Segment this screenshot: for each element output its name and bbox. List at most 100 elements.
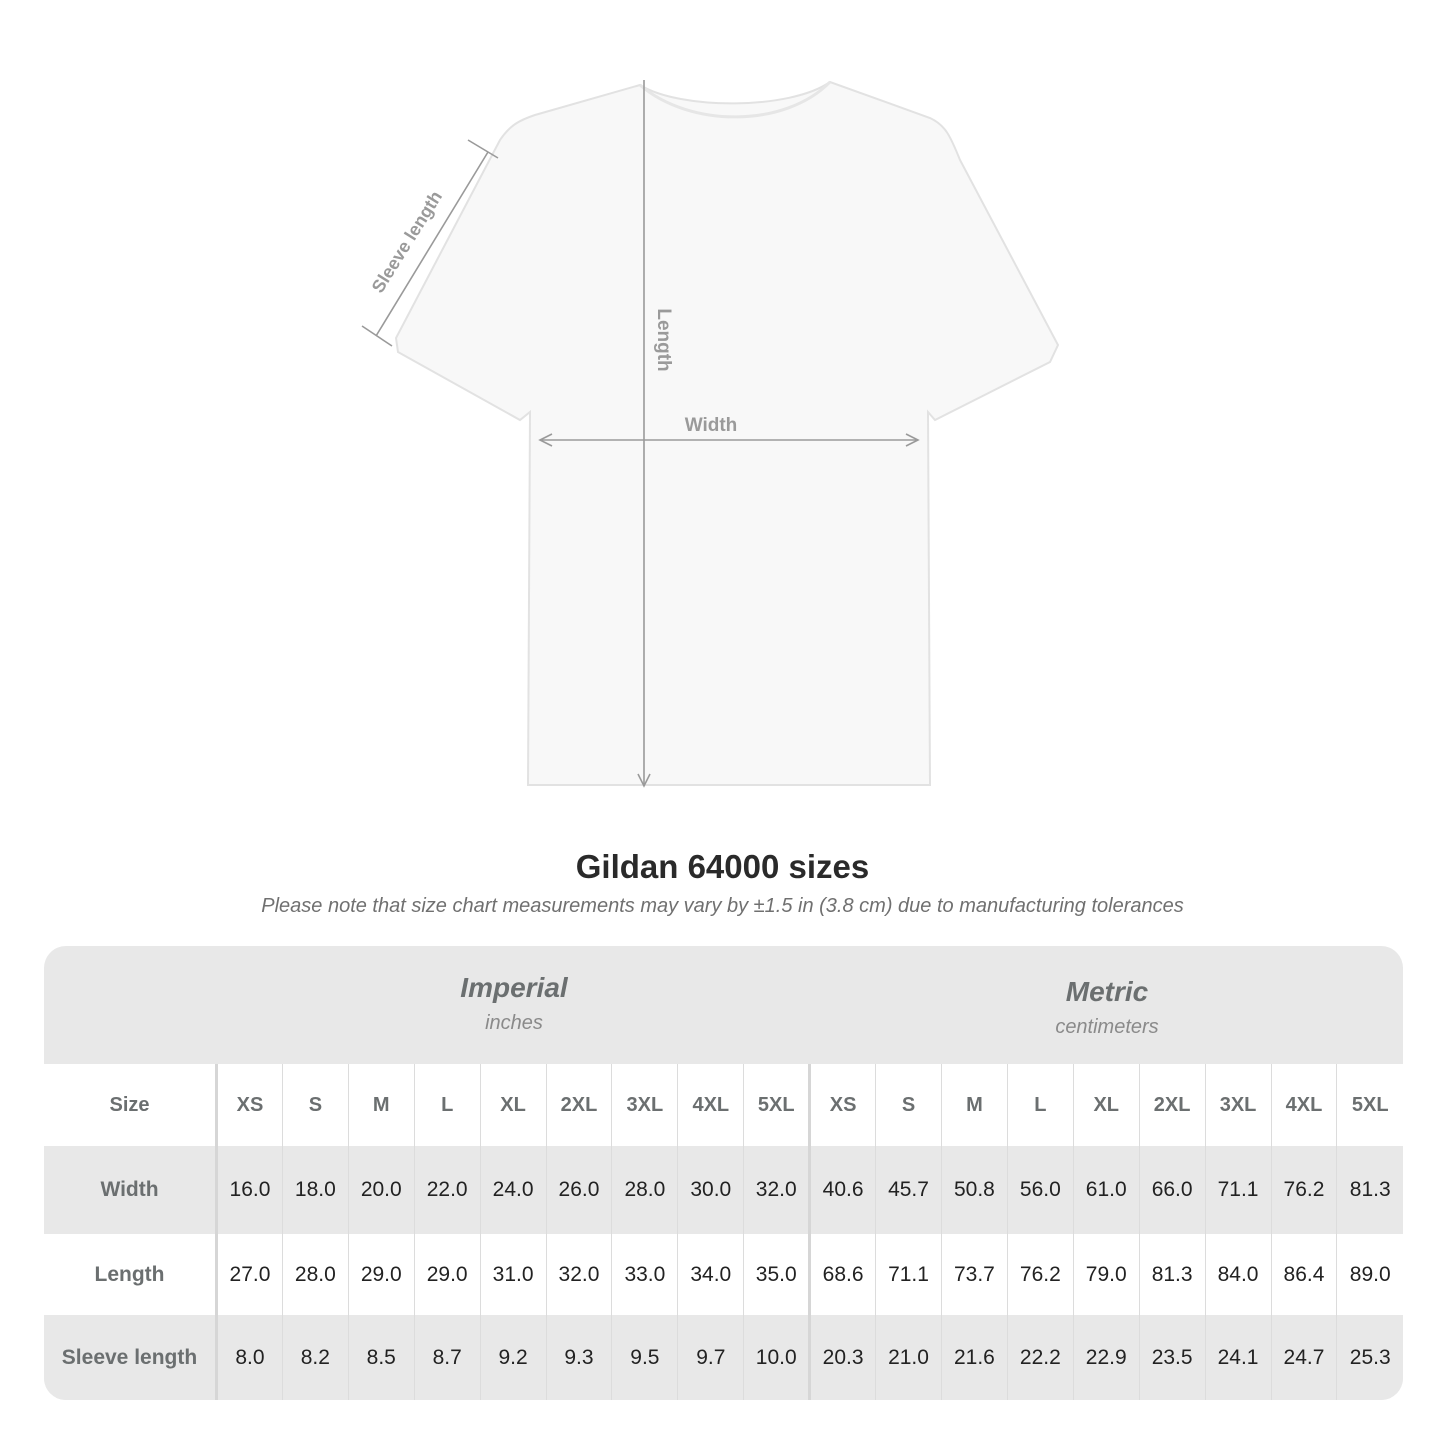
metric-size-3xl: 3XL — [1204, 1064, 1271, 1146]
metric-value-cell: 71.1 — [875, 1234, 942, 1315]
imperial-value-cell: 9.2 — [479, 1315, 547, 1400]
metric-size-5xl: 5XL — [1336, 1064, 1403, 1146]
metric-value-cell: 24.7 — [1270, 1315, 1337, 1400]
imperial-value-cell: 33.0 — [611, 1234, 678, 1315]
imperial-title: Imperial — [460, 972, 568, 1003]
imperial-value-cell: 28.0 — [281, 1234, 349, 1315]
metric-value-cell: 76.2 — [1006, 1234, 1074, 1315]
metric-value-cell: 68.6 — [808, 1234, 876, 1315]
metric-value-cell: 21.0 — [875, 1315, 942, 1400]
metric-size-m: M — [940, 1064, 1008, 1146]
tolerance-note: Please note that size chart measurements… — [261, 895, 1184, 917]
imperial-value-cell: 28.0 — [611, 1146, 678, 1234]
imperial-value-cell: 9.3 — [545, 1315, 612, 1400]
metric-value-cell: 71.1 — [1204, 1146, 1271, 1234]
imperial-size-s: S — [281, 1064, 349, 1146]
imperial-size-3xl: 3XL — [611, 1064, 678, 1146]
imperial-value-cell: 9.7 — [677, 1315, 744, 1400]
sleeve-line — [375, 151, 489, 337]
metric-size-2xl: 2XL — [1138, 1064, 1206, 1146]
metric-size-s: S — [875, 1064, 942, 1146]
table-row: Length 27.0 28.0 29.0 29.0 31.0 32.0 33.0 34.0 35… — [44, 1234, 1403, 1315]
metric-value-cell: 76.2 — [1270, 1146, 1337, 1234]
metric-size-xl: XL — [1072, 1064, 1140, 1146]
imperial-value-cell: 16.0 — [215, 1146, 283, 1234]
metric-value-cell: 22.9 — [1072, 1315, 1140, 1400]
table-row: Sleeve length 8.0 8.2 8.5 8.7 9.2 9.3 9.5 9.7 10.… — [44, 1315, 1403, 1400]
row-label: Sleeve length — [61, 1345, 198, 1369]
imperial-value-cell: 35.0 — [743, 1234, 810, 1315]
imperial-size-2xl: 2XL — [545, 1064, 612, 1146]
table-row: Width 16.0 18.0 20.0 22.0 24.0 26.0 28.0 30.0 32.… — [44, 1146, 1403, 1234]
tshirt-collar — [639, 80, 832, 119]
imperial-value-cell: 10.0 — [743, 1315, 810, 1400]
metric-value-cell: 81.3 — [1336, 1146, 1403, 1234]
page-title: Gildan 64000 sizes — [575, 848, 870, 885]
length-label: Length — [653, 308, 674, 371]
metric-unit: centimeters — [1055, 1016, 1159, 1038]
size-table-container: Imperial inches Metric centimeters Size X… — [44, 946, 1403, 1400]
tshirt-diagram: Sleeve length Length Width — [361, 80, 1060, 788]
imperial-size-m: M — [347, 1064, 415, 1146]
imperial-size-4xl: 4XL — [677, 1064, 744, 1146]
imperial-size-xl: XL — [479, 1064, 547, 1146]
metric-value-cell: 40.6 — [808, 1146, 876, 1234]
metric-value-cell: 45.7 — [875, 1146, 942, 1234]
imperial-value-cell: 27.0 — [215, 1234, 283, 1315]
imperial-value-cell: 18.0 — [281, 1146, 349, 1234]
imperial-value-cell: 8.2 — [281, 1315, 349, 1400]
measure-lines — [361, 80, 920, 788]
metric-value-cell: 56.0 — [1006, 1146, 1074, 1234]
metric-value-cell: 21.6 — [940, 1315, 1008, 1400]
metric-value-cell: 22.2 — [1006, 1315, 1074, 1400]
metric-value-cell: 23.5 — [1138, 1315, 1206, 1400]
imperial-value-cell: 20.0 — [347, 1146, 415, 1234]
metric-value-cell: 25.3 — [1336, 1315, 1403, 1400]
metric-value-cell: 79.0 — [1072, 1234, 1140, 1315]
imperial-value-cell: 22.0 — [413, 1146, 481, 1234]
imperial-size-5xl: 5XL — [743, 1064, 810, 1146]
imperial-value-cell: 34.0 — [677, 1234, 744, 1315]
metric-value-cell: 61.0 — [1072, 1146, 1140, 1234]
imperial-size-l: L — [413, 1064, 481, 1146]
size-table: Size XS S M L XL 2XL 3XL 4XL 5XL XS S M L XL 2XL 3XL 4XL 5… — [44, 1064, 1403, 1400]
size-header-label: Size — [44, 1064, 217, 1146]
metric-size-l: L — [1006, 1064, 1074, 1146]
row-label: Width — [100, 1178, 159, 1201]
length-arrow-bottom — [637, 773, 651, 788]
width-label: Width — [685, 415, 738, 436]
metric-value-cell: 50.8 — [940, 1146, 1008, 1234]
metric-value-cell: 86.4 — [1270, 1234, 1337, 1315]
imperial-value-cell: 8.7 — [413, 1315, 481, 1400]
imperial-value-cell: 31.0 — [479, 1234, 547, 1315]
metric-value-cell: 73.7 — [940, 1234, 1008, 1315]
imperial-value-cell: 29.0 — [347, 1234, 415, 1315]
imperial-size-xs: XS — [215, 1064, 283, 1146]
sleeve-tick-top — [467, 139, 499, 159]
metric-value-cell: 81.3 — [1138, 1234, 1206, 1315]
imperial-value-cell: 32.0 — [545, 1234, 612, 1315]
imperial-value-cell: 26.0 — [545, 1146, 612, 1234]
sleeve-tick-bottom — [361, 325, 393, 347]
metric-header: Metric centimeters — [811, 946, 1403, 1064]
size-header-row: Size XS S M L XL 2XL 3XL 4XL 5XL XS S M L XL 2XL 3XL 4XL 5… — [44, 1064, 1403, 1146]
width-arrow-left — [538, 433, 553, 447]
imperial-value-cell: 30.0 — [677, 1146, 744, 1234]
metric-title: Metric — [1065, 976, 1149, 1007]
imperial-value-cell: 29.0 — [413, 1234, 481, 1315]
imperial-value-cell: 32.0 — [743, 1146, 810, 1234]
tshirt-shape — [394, 80, 1060, 786]
width-arrow-right — [905, 433, 920, 447]
imperial-value-cell: 8.0 — [215, 1315, 283, 1400]
metric-size-4xl: 4XL — [1270, 1064, 1337, 1146]
metric-value-cell: 84.0 — [1204, 1234, 1271, 1315]
imperial-unit: inches — [485, 1012, 543, 1034]
metric-value-cell: 89.0 — [1336, 1234, 1403, 1315]
imperial-header: Imperial inches — [217, 946, 811, 1064]
row-label: Length — [44, 1234, 217, 1315]
metric-size-xs: XS — [808, 1064, 876, 1146]
metric-value-cell: 66.0 — [1138, 1146, 1206, 1234]
metric-value-cell: 20.3 — [808, 1315, 876, 1400]
metric-value-cell: 24.1 — [1204, 1315, 1271, 1400]
imperial-value-cell: 8.5 — [347, 1315, 415, 1400]
